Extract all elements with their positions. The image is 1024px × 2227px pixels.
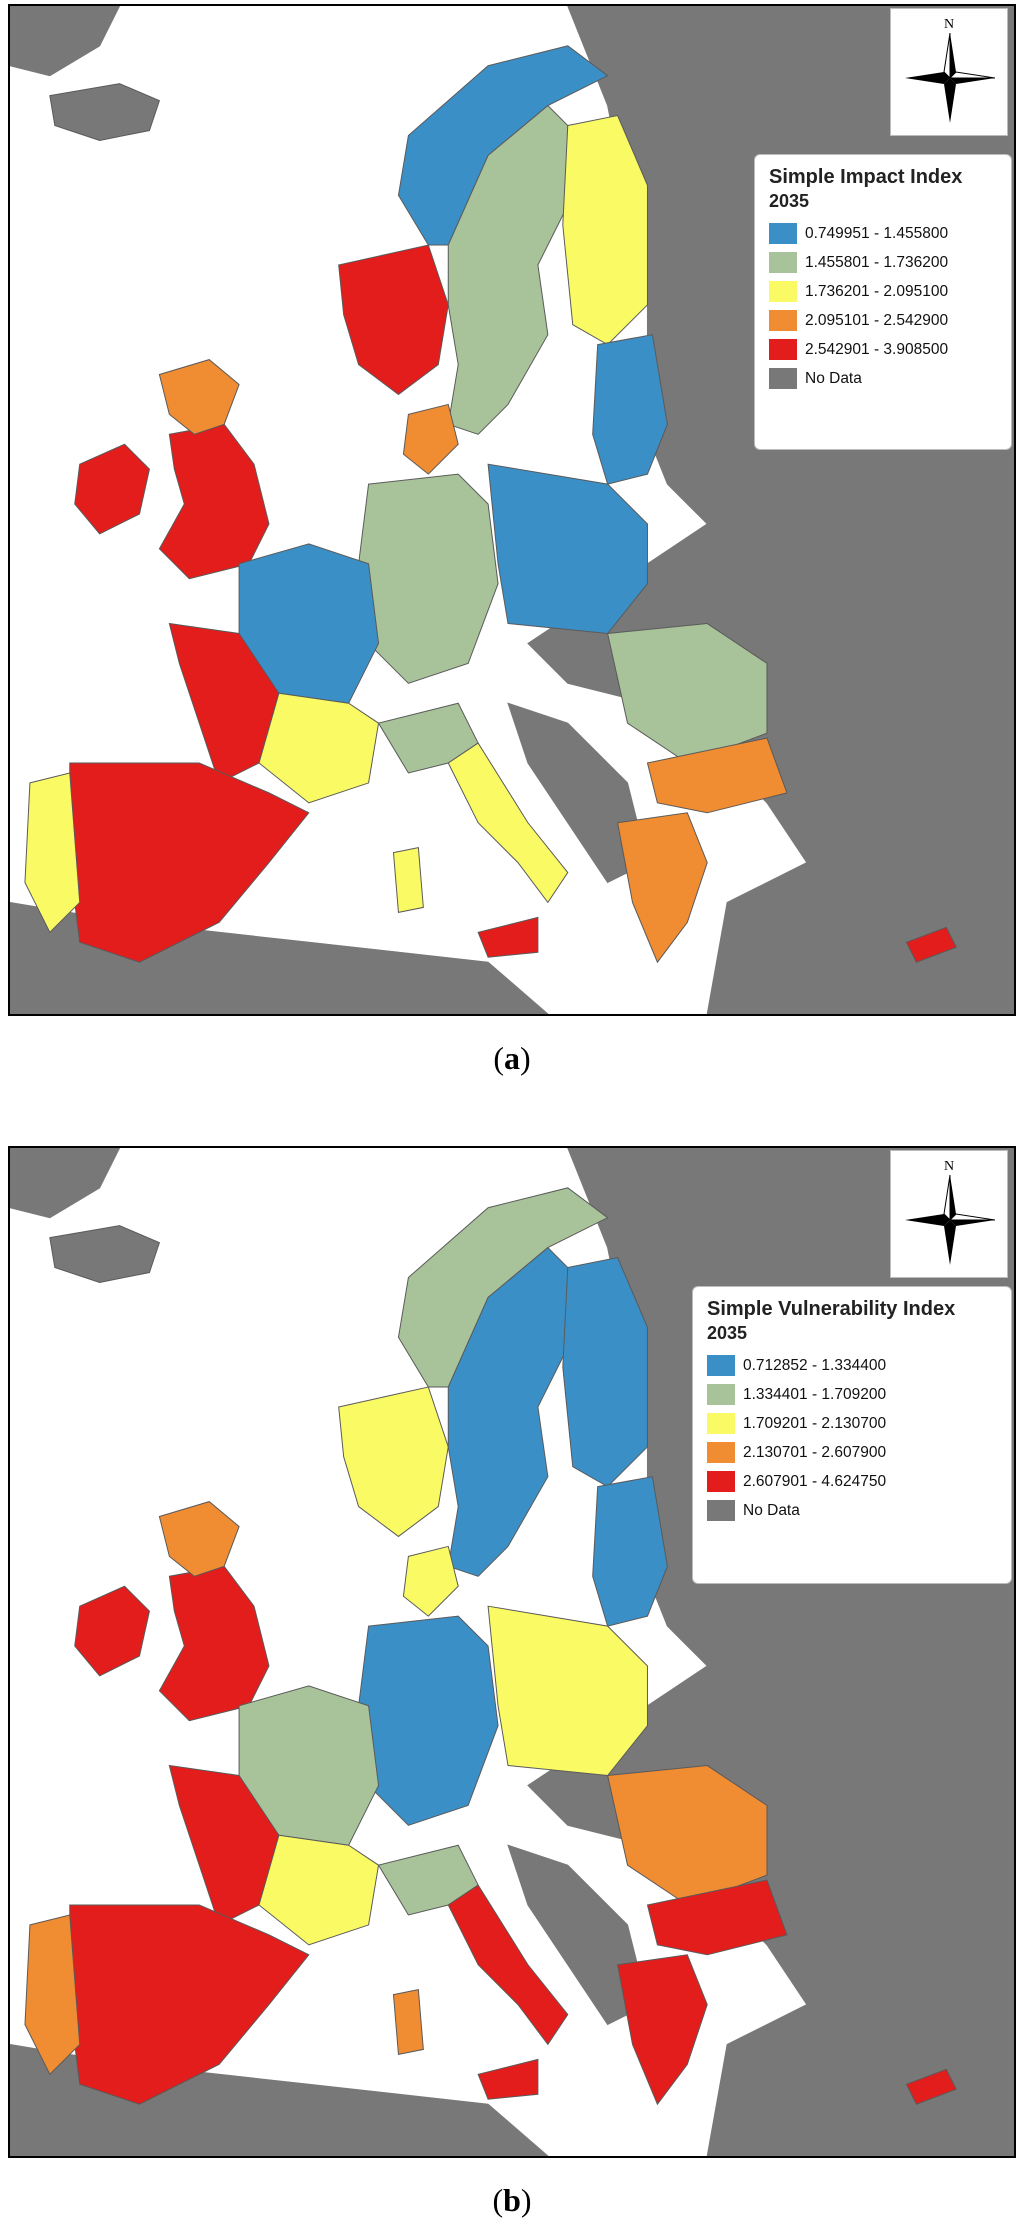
region-sardinia bbox=[392, 1989, 424, 2056]
region-baltics bbox=[592, 1476, 668, 1627]
legend-item: 2.542901 - 3.908500 bbox=[769, 335, 999, 364]
legend-label: No Data bbox=[743, 1501, 800, 1519]
north-label: N bbox=[943, 17, 955, 32]
legend-item: 1.709201 - 2.130700 bbox=[707, 1409, 999, 1438]
legend-swatch bbox=[707, 1413, 735, 1434]
region-uk-north bbox=[158, 1501, 240, 1577]
region-greece bbox=[616, 812, 708, 964]
legend-swatch bbox=[769, 368, 797, 389]
region-france-west bbox=[168, 1764, 280, 1926]
map-panel-a: N Simple Impact Index 2035 0.749951 - 1.… bbox=[8, 4, 1016, 1016]
legend-label: No Data bbox=[805, 369, 862, 387]
region-uk-south bbox=[158, 1565, 270, 1722]
legend-swatch bbox=[707, 1442, 735, 1463]
region-bulgaria bbox=[646, 737, 788, 814]
region-norway-south bbox=[338, 1386, 449, 1538]
legend-item: No Data bbox=[707, 1496, 999, 1525]
legend-label: 1.455801 - 1.736200 bbox=[805, 253, 949, 271]
legend-swatch bbox=[769, 339, 797, 360]
region-bulgaria bbox=[646, 1879, 788, 1956]
region-uk-north bbox=[158, 359, 240, 435]
region-france-west bbox=[168, 622, 280, 784]
region-italy-south bbox=[447, 742, 569, 904]
region-sweden bbox=[447, 104, 569, 435]
region-baltics bbox=[592, 334, 668, 485]
europe-map-b bbox=[10, 1148, 1014, 2156]
region-sardinia bbox=[392, 847, 424, 914]
compass-rose-icon bbox=[905, 1175, 995, 1265]
legend-label: 1.334401 - 1.709200 bbox=[743, 1385, 887, 1403]
region-iceland bbox=[49, 83, 161, 141]
legend-item: 2.095101 - 2.542900 bbox=[769, 306, 999, 335]
region-cyprus bbox=[905, 926, 957, 963]
legend-year: 2035 bbox=[769, 191, 810, 211]
region-uk-south bbox=[158, 423, 270, 580]
legend-swatch bbox=[707, 1384, 735, 1405]
legend-item: No Data bbox=[769, 364, 999, 393]
caption-a: (a) bbox=[493, 1040, 531, 1076]
north-label: N bbox=[943, 1159, 955, 1174]
legend-swatch bbox=[707, 1471, 735, 1492]
legend-swatch bbox=[707, 1500, 735, 1521]
legend-label: 0.749951 - 1.455800 bbox=[805, 224, 949, 242]
region-poland bbox=[487, 1605, 648, 1777]
legend-swatch bbox=[769, 310, 797, 331]
legend-label: 2.095101 - 2.542900 bbox=[805, 311, 949, 329]
legend-year: 2035 bbox=[707, 1323, 748, 1343]
region-sicily bbox=[477, 2058, 539, 2100]
no-data-land bbox=[10, 1148, 121, 1219]
legend: Simple Vulnerability Index 2035 0.712852… bbox=[692, 1286, 1012, 1584]
legend-swatch bbox=[769, 223, 797, 244]
region-denmark bbox=[402, 1545, 459, 1617]
region-portugal bbox=[24, 1914, 81, 2076]
legend-item: 2.607901 - 4.624750 bbox=[707, 1467, 999, 1496]
legend-item: 0.712852 - 1.334400 bbox=[707, 1351, 999, 1380]
legend-swatch bbox=[769, 281, 797, 302]
north-arrow: N bbox=[890, 8, 1008, 136]
legend-label: 2.542901 - 3.908500 bbox=[805, 340, 949, 358]
legend-item: 0.749951 - 1.455800 bbox=[769, 219, 999, 248]
region-cyprus bbox=[905, 2068, 957, 2105]
legend-title: Simple Vulnerability Index bbox=[707, 1298, 956, 1320]
region-ireland bbox=[74, 1585, 150, 1677]
region-denmark bbox=[402, 403, 459, 475]
map-panel-b: N Simple Vulnerability Index 2035 0.7128… bbox=[8, 1146, 1016, 2158]
legend-label: 0.712852 - 1.334400 bbox=[743, 1356, 887, 1374]
compass-rose-icon bbox=[905, 33, 995, 123]
region-finland bbox=[562, 1256, 648, 1488]
region-romania bbox=[607, 623, 768, 764]
legend-label: 2.130701 - 2.607900 bbox=[743, 1443, 887, 1461]
region-ireland bbox=[74, 443, 150, 535]
legend-swatch bbox=[707, 1355, 735, 1376]
region-italy-south bbox=[447, 1884, 569, 2046]
region-norway-south bbox=[338, 244, 449, 396]
region-sicily bbox=[477, 916, 539, 958]
region-finland bbox=[562, 114, 648, 346]
legend-label: 2.607901 - 4.624750 bbox=[743, 1472, 887, 1490]
region-poland bbox=[487, 463, 648, 635]
legend-label: 1.709201 - 2.130700 bbox=[743, 1414, 887, 1432]
region-sweden bbox=[447, 1246, 569, 1577]
legend-label: 1.736201 - 2.095100 bbox=[805, 282, 949, 300]
legend-item: 2.130701 - 2.607900 bbox=[707, 1438, 999, 1467]
legend-item: 1.736201 - 2.095100 bbox=[769, 277, 999, 306]
region-portugal bbox=[24, 772, 81, 934]
legend-item: 1.334401 - 1.709200 bbox=[707, 1380, 999, 1409]
legend-swatch bbox=[769, 252, 797, 273]
no-data-land bbox=[10, 6, 121, 77]
north-arrow: N bbox=[890, 1150, 1008, 1278]
region-romania bbox=[607, 1765, 768, 1906]
caption-b: (b) bbox=[492, 2182, 532, 2218]
legend: Simple Impact Index 2035 0.749951 - 1.45… bbox=[754, 154, 1012, 450]
legend-title: Simple Impact Index bbox=[769, 166, 963, 188]
legend-item: 1.455801 - 1.736200 bbox=[769, 248, 999, 277]
region-greece bbox=[616, 1954, 708, 2106]
region-iceland bbox=[49, 1225, 161, 1283]
